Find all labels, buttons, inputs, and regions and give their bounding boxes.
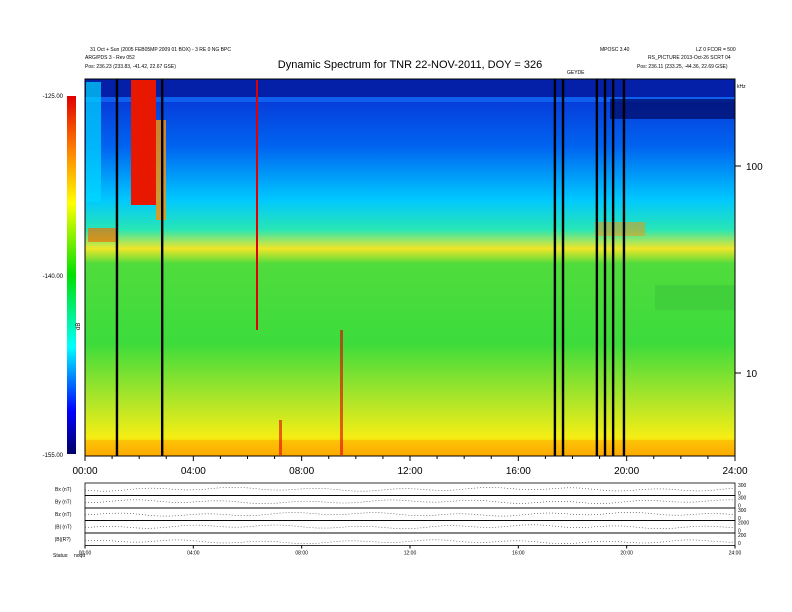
x-tick-label-5: 20:00 <box>614 466 639 477</box>
bottom-orange-band <box>85 440 735 456</box>
spike-mid <box>340 330 343 455</box>
panel-right-top-4: 200 <box>738 533 747 539</box>
panel-x-tick-label-2: 08:00 <box>295 551 308 557</box>
panel-x-tick-label-1: 04:00 <box>187 551 200 557</box>
panel-right-bottom-0: 0 <box>738 491 741 497</box>
x-tick-label-1: 04:00 <box>181 466 206 477</box>
spectrogram-background <box>85 79 735 456</box>
spike-left <box>279 420 282 455</box>
colorbar-tick-mid: -140.00 <box>43 274 64 280</box>
early-orange-band <box>88 228 118 242</box>
right-tick-label-10: 10 <box>746 369 758 380</box>
gap-line-2 <box>553 79 557 456</box>
panel-right-bottom-3: 0 <box>738 529 741 535</box>
top-light-stripe <box>85 97 735 102</box>
panel-label-1: By (nT) <box>55 500 72 506</box>
panel-trace-3 <box>84 524 736 530</box>
header-right-line-1: MPOSC 3.40 <box>600 47 630 53</box>
panel-x-tick-label-3: 12:00 <box>404 551 417 557</box>
panel-frame-0 <box>84 482 736 496</box>
header-left-line-2: ARG/PDS 3 - Rev 052 <box>85 55 135 61</box>
annotation-geyde: GEYDE <box>567 70 585 76</box>
spectrogram-plot <box>84 78 736 457</box>
panel-label-0: Bx (nT) <box>55 487 72 493</box>
panel-label-3: |B| (nT) <box>55 525 72 531</box>
panel-right-top-2: 300 <box>738 508 747 514</box>
panel-frame-2 <box>84 507 736 521</box>
colorbar-label: dB <box>76 323 82 330</box>
header-right-line-2: RS_PICTURE 2013-Oct-26 SCRT 04 <box>648 55 731 61</box>
dark-patch-right <box>610 99 735 119</box>
chart-title: Dynamic Spectrum for TNR 22-NOV-2011, DO… <box>278 59 542 71</box>
late-darker-green <box>655 285 735 310</box>
header-right-corner: LZ 0 FCOR = 500 <box>696 47 736 53</box>
header-right: MPOSC 3.40 LZ 0 FCOR = 500 RS_PICTURE 20… <box>600 47 736 70</box>
gap-line-0 <box>115 79 119 456</box>
header-left: 31 Oct + Sun (2005 FEB05MP 2009 01 BOX) … <box>85 47 231 70</box>
panel-trace-2 <box>84 511 736 517</box>
panel-right-top-1: 300 <box>738 496 747 502</box>
colorbar <box>67 96 76 454</box>
panel-x-tick-label-6: 24:00 <box>729 551 742 557</box>
type3-burst-red <box>131 80 156 205</box>
panel-trace-4 <box>84 539 736 544</box>
gap-line-1 <box>160 79 164 456</box>
panel-right-top-3: 2000 <box>738 521 749 527</box>
gap-line-6 <box>611 79 615 456</box>
panel-frame-3 <box>84 520 736 534</box>
header-right-line-3: Pos: 236.11 (233.25, -44.36, 22.69 GSE) <box>637 64 728 70</box>
panel-right-bottom-2: 0 <box>738 516 741 522</box>
right-tick-label-100: 100 <box>746 162 763 173</box>
status-value: noqd <box>74 553 85 559</box>
header-left-line-1: 31 Oct + Sun (2005 FEB05MP 2009 01 BOX) … <box>90 47 231 53</box>
panel-right-top-0: 300 <box>738 483 747 489</box>
panel-label-2: Bz (nT) <box>55 512 72 518</box>
x-tick-label-4: 16:00 <box>506 466 531 477</box>
data-gaps <box>115 79 626 456</box>
x-axis: 00:00 04:00 08:00 12:00 16:00 20:00 24:00 <box>72 456 748 477</box>
panel-trace-0 <box>84 487 736 492</box>
panel-trace-1 <box>84 499 736 504</box>
top-dark-band <box>85 79 735 99</box>
panel-right-bottom-1: 0 <box>738 504 741 510</box>
x-tick-label-0: 00:00 <box>72 466 97 477</box>
late-orange-band <box>595 222 645 236</box>
panel-frame-1 <box>84 495 736 509</box>
colorbar-tick-bottom: -155.00 <box>43 453 64 459</box>
panel-right-bottom-4: 0 <box>738 541 741 547</box>
header-left-line-3: Pos: 236.23 (233.83, -41.42, 22.67 GSE) <box>85 64 176 70</box>
panel-x-tick-label-0: 00:00 <box>79 551 92 557</box>
panel-frame-4 <box>84 532 736 546</box>
gap-line-5 <box>603 79 607 456</box>
x-tick-label-6: 24:00 <box>722 466 747 477</box>
panel-x-tick-label-4: 16:00 <box>512 551 525 557</box>
x-tick-label-3: 12:00 <box>397 466 422 477</box>
gap-line-4 <box>595 79 599 456</box>
early-cyan-burst <box>86 82 101 202</box>
x-tick-label-2: 08:00 <box>289 466 314 477</box>
panel-label-4: |B|(R?) <box>55 537 71 543</box>
gap-line-3 <box>561 79 565 456</box>
panel-x-tick-label-5: 20:00 <box>620 551 633 557</box>
right-axis-unit: kHz <box>737 84 746 90</box>
status-label: Status: <box>53 553 69 559</box>
right-y-axis: kHz 100 10 <box>735 84 763 380</box>
marker-line <box>256 80 258 330</box>
gap-line-7 <box>622 79 626 456</box>
colorbar-tick-top: -125.00 <box>43 94 64 100</box>
